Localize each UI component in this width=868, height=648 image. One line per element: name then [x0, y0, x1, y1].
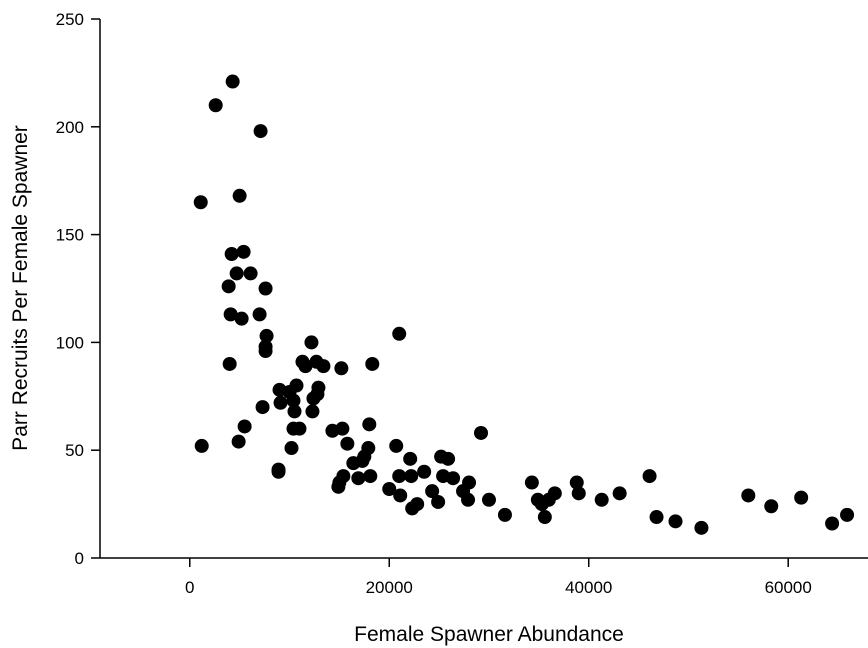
data-point: [497, 507, 512, 522]
x-tick-label: 20000: [366, 578, 413, 597]
data-point: [252, 307, 267, 322]
y-axis-title: Parr Recruits Per Female Spawner: [9, 125, 32, 451]
data-point: [393, 488, 408, 503]
data-point: [537, 510, 552, 525]
data-point: [481, 492, 496, 507]
data-point: [425, 484, 440, 499]
data-point: [292, 421, 307, 436]
data-point: [794, 490, 809, 505]
data-point: [668, 514, 683, 529]
data-point: [258, 281, 273, 296]
data-point: [389, 438, 404, 453]
data-point: [524, 475, 539, 490]
data-point: [361, 441, 376, 456]
data-point: [446, 471, 461, 486]
y-tick-label: 250: [56, 10, 84, 29]
x-tick-label: 0: [185, 578, 194, 597]
data-point: [825, 516, 840, 531]
data-point: [441, 451, 456, 466]
data-point: [694, 520, 709, 535]
data-point: [404, 469, 419, 484]
data-point: [287, 404, 302, 419]
data-point: [461, 492, 476, 507]
data-point: [259, 328, 274, 343]
y-tick-label: 200: [56, 118, 84, 137]
data-point: [271, 464, 286, 479]
data-point: [340, 436, 355, 451]
data-points: [193, 74, 855, 535]
data-point: [392, 326, 407, 341]
data-point: [431, 494, 446, 509]
data-point: [474, 425, 489, 440]
x-tick-label: 60000: [765, 578, 812, 597]
data-point: [571, 486, 586, 501]
data-point: [594, 492, 609, 507]
y-tick-label: 150: [56, 226, 84, 245]
data-point: [304, 335, 319, 350]
data-point: [840, 507, 855, 522]
data-point: [229, 266, 244, 281]
data-point: [417, 464, 432, 479]
data-point: [336, 469, 351, 484]
data-point: [764, 499, 779, 514]
data-point: [392, 469, 407, 484]
data-point: [237, 419, 252, 434]
data-point: [316, 359, 331, 374]
data-point: [335, 421, 350, 436]
data-point: [286, 393, 301, 408]
data-point: [231, 434, 246, 449]
data-point: [273, 395, 288, 410]
data-point: [298, 359, 313, 374]
data-point: [222, 356, 237, 371]
data-point: [351, 471, 366, 486]
data-point: [649, 510, 664, 525]
data-point: [403, 451, 418, 466]
data-point: [193, 195, 208, 210]
data-point: [284, 441, 299, 456]
x-axis-title: Female Spawner Abundance: [354, 623, 624, 646]
data-point: [253, 124, 268, 139]
data-point: [462, 475, 477, 490]
data-point: [255, 400, 270, 415]
data-point: [334, 361, 349, 376]
data-point: [234, 311, 249, 326]
data-point: [569, 475, 584, 490]
data-point: [612, 486, 627, 501]
data-point: [194, 438, 209, 453]
data-point: [310, 387, 325, 402]
tick-labels: 0 50 100 150 200 250 0 20000 40000 60000: [56, 10, 812, 597]
data-point: [410, 497, 425, 512]
y-tick-label: 100: [56, 333, 84, 352]
y-tick-label: 0: [75, 549, 84, 568]
data-point: [208, 98, 223, 113]
data-point: [741, 488, 756, 503]
data-point: [642, 469, 657, 484]
data-point: [547, 486, 562, 501]
data-point: [232, 188, 247, 203]
data-point: [362, 417, 377, 432]
data-point: [225, 74, 240, 89]
data-point: [221, 279, 236, 294]
data-point: [289, 378, 304, 393]
data-point: [243, 266, 258, 281]
axes: [91, 18, 868, 567]
data-point: [365, 356, 380, 371]
data-point: [382, 482, 397, 497]
data-point: [224, 247, 239, 262]
data-point: [236, 244, 251, 259]
x-tick-label: 40000: [565, 578, 612, 597]
y-tick-label: 50: [65, 441, 84, 460]
data-point: [258, 339, 273, 354]
data-point: [305, 404, 320, 419]
data-point: [363, 469, 378, 484]
data-point: [223, 307, 238, 322]
